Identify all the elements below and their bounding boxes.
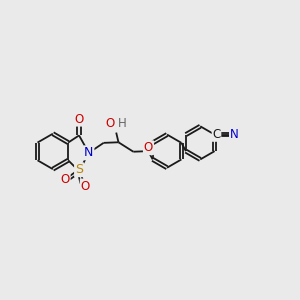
Text: O: O [60,173,70,186]
Text: N: N [84,146,94,159]
Text: O: O [106,117,115,130]
Text: O: O [74,112,84,126]
Text: S: S [75,163,83,176]
Text: O: O [81,179,90,193]
Text: C: C [212,128,220,141]
Text: H: H [118,117,127,130]
Text: O: O [144,141,153,154]
Text: N: N [230,128,239,141]
